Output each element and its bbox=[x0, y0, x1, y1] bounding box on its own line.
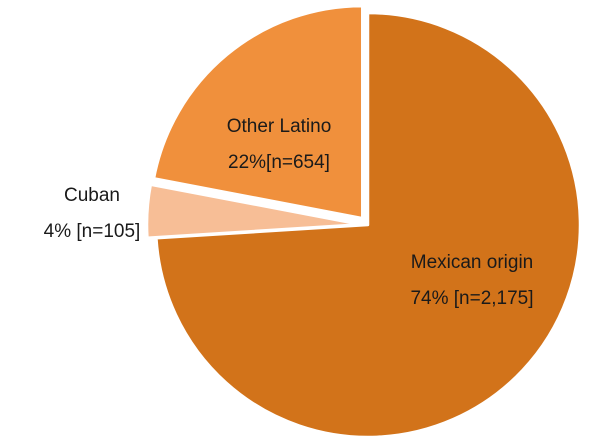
pie-slice-cuban bbox=[145, 183, 361, 239]
slice-label-name-cuban: Cuban bbox=[64, 185, 120, 206]
pie-slices bbox=[145, 4, 582, 438]
slice-label-value-mexican-origin: 74% [n=2,175] bbox=[410, 288, 533, 309]
pie-slice-other-latino bbox=[152, 4, 364, 220]
slice-label-name-mexican-origin: Mexican origin bbox=[411, 252, 534, 273]
pie-labels: Mexican origin 74% [n=2,175] Cuban 4% [n=10… bbox=[44, 116, 534, 309]
slice-label-value-other-latino: 22%[n=654] bbox=[228, 152, 330, 173]
slice-label-name-other-latino: Other Latino bbox=[227, 116, 332, 137]
slice-label-value-cuban: 4% [n=105] bbox=[44, 221, 141, 242]
pie-slice-mexican-origin bbox=[155, 11, 582, 438]
